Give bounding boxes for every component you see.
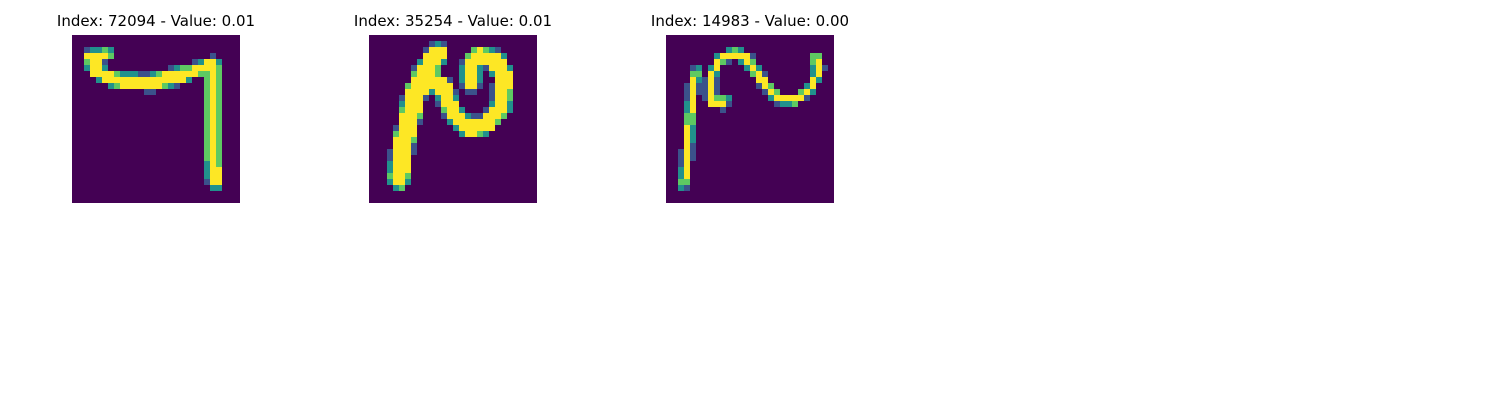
image-panel-1: Index: 72094 - Value: 0.01 xyxy=(6,0,306,210)
image-panel-3: Index: 14983 - Value: 0.00 xyxy=(600,0,900,210)
digit-image xyxy=(369,35,537,203)
image-panel-2: Index: 35254 - Value: 0.01 xyxy=(303,0,603,210)
digit-image xyxy=(666,35,834,203)
panel-title: Index: 35254 - Value: 0.01 xyxy=(353,12,553,30)
digit-image xyxy=(72,35,240,203)
panel-title: Index: 72094 - Value: 0.01 xyxy=(56,12,256,30)
panel-title: Index: 14983 - Value: 0.00 xyxy=(650,12,850,30)
